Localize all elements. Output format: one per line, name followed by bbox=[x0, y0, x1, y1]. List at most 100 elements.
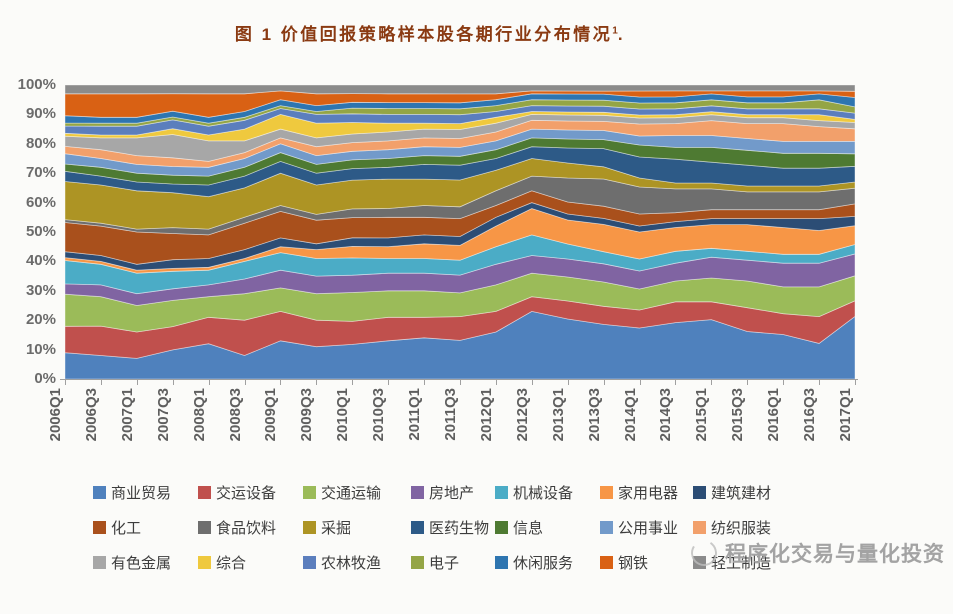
legend-item-休闲服务[interactable]: 休闲服务 bbox=[495, 551, 600, 573]
x-tick-label: 2010Q3 bbox=[370, 388, 388, 442]
area-band-轻工制造 bbox=[65, 85, 855, 95]
legend-item-钢铁[interactable]: 钢铁 bbox=[600, 551, 693, 573]
x-tick-label: 2012Q1 bbox=[477, 388, 495, 442]
legend-item-有色金属[interactable]: 有色金属 bbox=[93, 551, 198, 573]
legend-label: 综合 bbox=[216, 554, 247, 572]
x-tick-mark bbox=[208, 380, 210, 385]
legend-swatch-icon bbox=[93, 485, 106, 499]
legend-swatch-icon bbox=[93, 520, 106, 534]
legend-label: 房地产 bbox=[429, 484, 475, 502]
legend-swatch-icon bbox=[693, 520, 706, 534]
x-tick-label: 2008Q1 bbox=[190, 388, 208, 442]
x-tick-label: 2009Q3 bbox=[298, 388, 316, 442]
legend-item-综合[interactable]: 综合 bbox=[198, 551, 303, 573]
legend-swatch-icon bbox=[303, 485, 316, 499]
x-tick-label: 2015Q1 bbox=[693, 388, 711, 442]
legend-item-农林牧渔[interactable]: 农林牧渔 bbox=[303, 551, 411, 573]
legend-row: 有色金属 综合 农林牧渔 电子 休闲服务 钢铁 轻工制造 bbox=[93, 551, 863, 573]
legend-item-纺织服装[interactable]: 纺织服装 bbox=[693, 516, 803, 538]
legend-item-医药生物[interactable]: 医药生物 bbox=[411, 516, 495, 538]
legend-item-家用电器[interactable]: 家用电器 bbox=[600, 481, 693, 503]
legend-swatch-icon bbox=[411, 485, 424, 499]
y-tick-label: 30% bbox=[25, 281, 56, 299]
y-tick-label: 50% bbox=[25, 223, 56, 240]
legend-swatch-icon bbox=[411, 520, 424, 534]
legend-label: 食品饮料 bbox=[216, 519, 277, 537]
x-tick-label: 2016Q3 bbox=[801, 388, 819, 442]
x-axis-line bbox=[60, 379, 858, 380]
chart-legend: 商业贸易 交运设备 交通运输 房地产 机械设备 家用电器 建筑建材化工 食品饮料 采掘 医药生物 信… bbox=[93, 481, 863, 586]
legend-label: 交通运输 bbox=[321, 484, 382, 502]
legend-item-建筑建材[interactable]: 建筑建材 bbox=[693, 481, 803, 503]
legend-label: 钢铁 bbox=[618, 554, 649, 572]
legend-label: 交运设备 bbox=[216, 484, 277, 502]
y-tick-label: 100% bbox=[17, 76, 56, 93]
legend-swatch-icon bbox=[693, 485, 706, 499]
legend-item-机械设备[interactable]: 机械设备 bbox=[495, 481, 600, 503]
legend-item-房地产[interactable]: 房地产 bbox=[411, 481, 495, 503]
x-tick-mark bbox=[65, 380, 66, 385]
chart-title-suffix: . bbox=[617, 25, 626, 44]
y-tick-label: 60% bbox=[25, 193, 56, 211]
legend-label: 电子 bbox=[429, 554, 460, 572]
x-tick-label: 2013Q1 bbox=[549, 388, 567, 442]
legend-item-食品饮料[interactable]: 食品饮料 bbox=[198, 516, 303, 538]
legend-item-交运设备[interactable]: 交运设备 bbox=[198, 481, 303, 503]
legend-row: 化工 食品饮料 采掘 医药生物 信息 公用事业 纺织服装 bbox=[93, 516, 863, 538]
legend-item-轻工制造[interactable]: 轻工制造 bbox=[693, 551, 803, 573]
x-tick-mark bbox=[424, 380, 426, 385]
legend-swatch-icon bbox=[600, 555, 613, 569]
x-tick-mark bbox=[567, 380, 569, 385]
legend-label: 信息 bbox=[513, 519, 544, 537]
stacked-area-chart bbox=[65, 85, 855, 379]
x-tick-mark bbox=[711, 380, 713, 385]
x-tick-mark bbox=[388, 380, 390, 385]
legend-swatch-icon bbox=[600, 520, 613, 534]
legend-item-化工[interactable]: 化工 bbox=[93, 516, 198, 538]
x-tick-mark bbox=[316, 380, 318, 385]
x-tick-label: 2016Q1 bbox=[765, 388, 783, 442]
x-tick-mark bbox=[460, 380, 461, 385]
chart-title-text: 图 1 价值回报策略样本股各期行业分布情况 bbox=[234, 25, 613, 44]
legend-label: 休闲服务 bbox=[513, 554, 574, 572]
legend-swatch-icon bbox=[303, 555, 316, 569]
plot-area bbox=[65, 85, 855, 379]
x-tick-label: 2011Q3 bbox=[442, 388, 459, 441]
x-tick-mark bbox=[639, 380, 641, 385]
chart-title-footnote-mark: 1 bbox=[612, 25, 618, 37]
legend-label: 轻工制造 bbox=[711, 554, 772, 572]
x-tick-label: 2013Q3 bbox=[585, 388, 603, 442]
x-tick-mark bbox=[783, 380, 785, 385]
legend-item-商业贸易[interactable]: 商业贸易 bbox=[93, 481, 198, 503]
x-tick-label: 2006Q3 bbox=[82, 388, 100, 442]
y-tick-label: 10% bbox=[25, 340, 56, 358]
legend-label: 家用电器 bbox=[618, 484, 679, 502]
legend-item-交通运输[interactable]: 交通运输 bbox=[303, 481, 411, 503]
legend-label: 机械设备 bbox=[513, 484, 574, 502]
x-tick-mark bbox=[136, 380, 138, 385]
legend-item-采掘[interactable]: 采掘 bbox=[303, 516, 411, 538]
x-tick-label: 2006Q1 bbox=[47, 388, 64, 442]
x-tick-label: 2012Q3 bbox=[513, 388, 531, 442]
legend-swatch-icon bbox=[693, 555, 706, 569]
legend-item-电子[interactable]: 电子 bbox=[411, 551, 495, 573]
x-tick-label: 2007Q1 bbox=[118, 388, 136, 442]
legend-item-公用事业[interactable]: 公用事业 bbox=[600, 516, 693, 538]
legend-swatch-icon bbox=[93, 555, 106, 569]
legend-label: 公用事业 bbox=[618, 519, 679, 537]
x-tick-mark bbox=[495, 380, 497, 385]
x-tick-mark bbox=[244, 380, 246, 385]
y-tick-label: 40% bbox=[25, 252, 56, 270]
x-tick-label: 2017Q1 bbox=[837, 388, 854, 442]
legend-label: 纺织服装 bbox=[711, 519, 772, 537]
x-tick-label: 2008Q3 bbox=[226, 388, 244, 442]
legend-swatch-icon bbox=[198, 555, 211, 569]
legend-item-信息[interactable]: 信息 bbox=[495, 516, 600, 538]
y-tick-label: 80% bbox=[25, 134, 56, 152]
x-tick-label: 2014Q3 bbox=[657, 388, 675, 442]
legend-swatch-icon bbox=[495, 555, 508, 569]
y-tick-label: 70% bbox=[25, 164, 56, 182]
watermark-text: 程序化交易与量化投资 bbox=[725, 543, 945, 566]
x-tick-label: 2007Q3 bbox=[154, 388, 172, 442]
